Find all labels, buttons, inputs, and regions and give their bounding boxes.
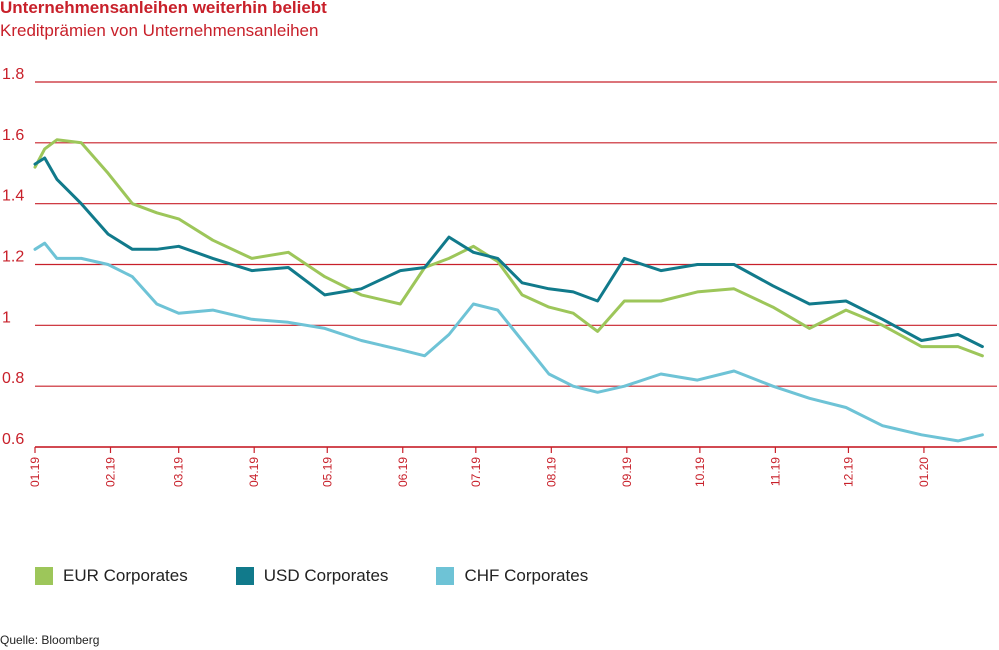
- legend-item-chf: CHF Corporates: [436, 566, 588, 586]
- y-tick-label: 1.8: [2, 66, 24, 83]
- x-tick-label: 08.19: [544, 457, 558, 487]
- x-tick-label: 07.19: [469, 457, 483, 487]
- x-tick-label: 06.19: [396, 457, 410, 487]
- line-chart: 0.6 0.8 1 1.2 1.4 1.6 1.8 01.19 02.19 03.19 04.19…: [2, 66, 997, 487]
- y-tick-label: 0.8: [2, 370, 24, 387]
- y-tick-label: 1.6: [2, 127, 24, 144]
- x-tick-label: 04.19: [247, 457, 261, 487]
- x-tick-label: 10.19: [693, 457, 707, 487]
- series-line-chf: [33, 241, 984, 443]
- y-axis-ticks: 0.6 0.8 1 1.2 1.4 1.6 1.8: [2, 66, 24, 448]
- y-tick-label: 1.2: [2, 249, 24, 266]
- x-tick-label: 05.19: [320, 457, 334, 487]
- x-tick-label: 01.19: [28, 457, 42, 487]
- source-note: Quelle: Bloomberg: [0, 633, 100, 647]
- legend: EUR Corporates USD Corporates CHF Corpor…: [35, 566, 636, 586]
- series-lines: [33, 138, 984, 443]
- x-tick-label: 03.19: [172, 457, 186, 487]
- legend-swatch-eur: [35, 567, 53, 585]
- y-tick-label: 0.6: [2, 431, 24, 448]
- y-tick-label: 1.4: [2, 188, 24, 205]
- chart-subtitle: Kreditprämien von Unternehmensanleihen: [0, 21, 319, 40]
- x-tick-label: 11.19: [768, 457, 782, 486]
- legend-label-chf: CHF Corporates: [464, 566, 589, 585]
- series-line-eur: [33, 138, 984, 358]
- legend-label-usd: USD Corporates: [263, 566, 389, 585]
- x-tick-label: 12.19: [841, 457, 855, 487]
- series-line-usd: [33, 156, 984, 349]
- chart-title: Unternehmensanleihen weiterhin beliebt: [0, 0, 327, 17]
- x-tick-label: 01.20: [917, 457, 931, 487]
- legend-item-eur: EUR Corporates: [35, 566, 188, 586]
- legend-label-eur: EUR Corporates: [63, 566, 188, 585]
- legend-item-usd: USD Corporates: [235, 566, 389, 586]
- x-tick-label: 09.19: [620, 457, 634, 487]
- y-tick-label: 1: [2, 309, 11, 326]
- legend-swatch-chf: [436, 567, 455, 585]
- legend-swatch-usd: [235, 567, 254, 585]
- x-axis: 01.19 02.19 03.19 04.19 05.19 06.19 07.19 08.19…: [28, 446, 997, 487]
- gridlines: [35, 81, 997, 448]
- x-tick-label: 02.19: [103, 457, 117, 487]
